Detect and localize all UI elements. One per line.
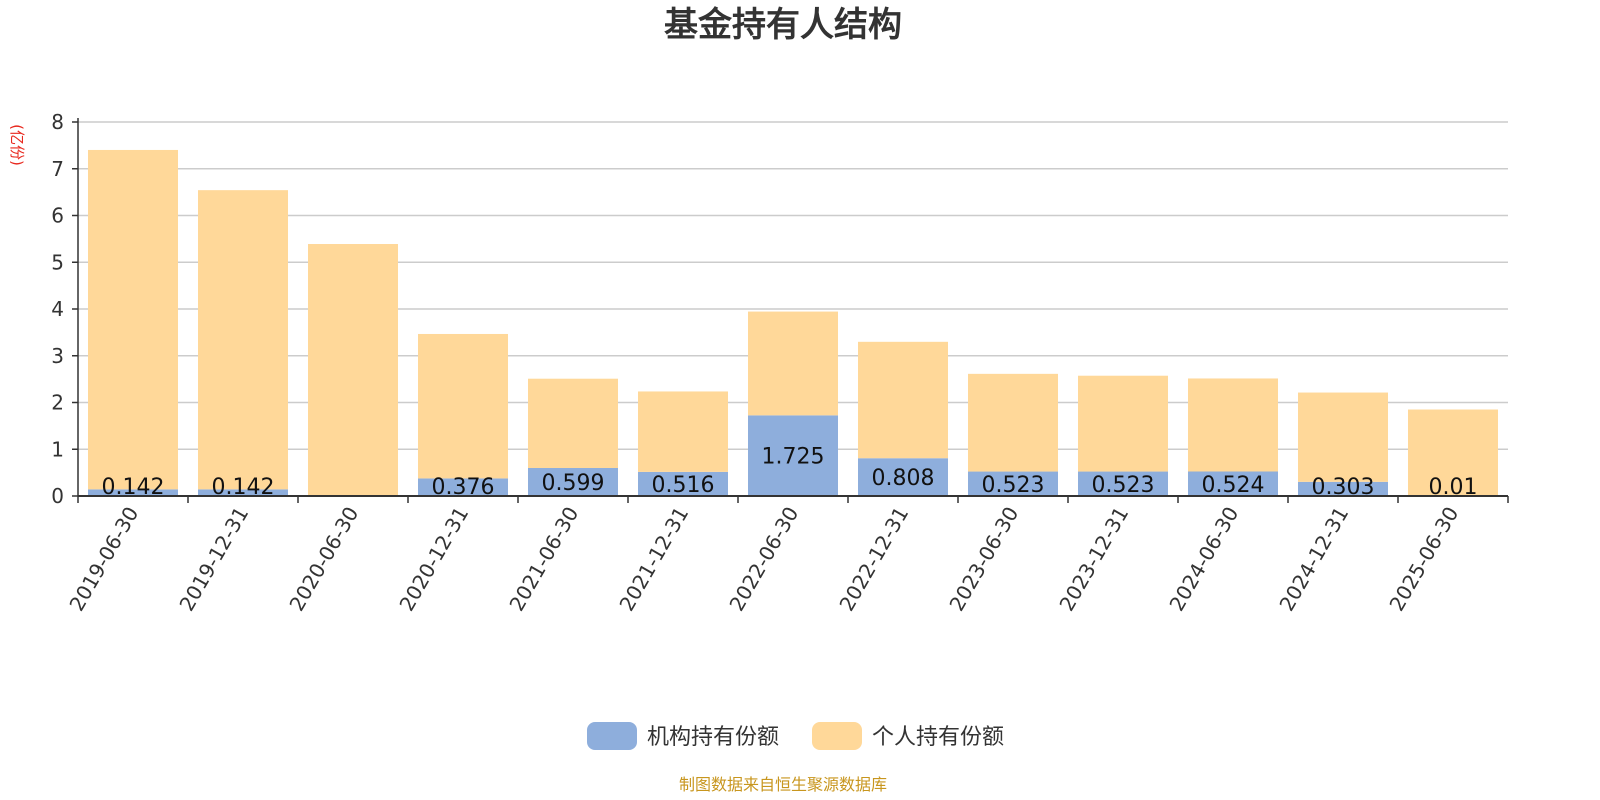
y-tick-label: 4 xyxy=(51,297,64,321)
x-tick-label: 2019-06-30 xyxy=(64,503,143,616)
bar-individual xyxy=(638,391,728,472)
bars xyxy=(88,149,1498,496)
data-source-note: 制图数据来自恒生聚源数据库 xyxy=(679,775,887,794)
bar-individual xyxy=(1078,375,1168,472)
bar-institutional xyxy=(88,489,178,496)
bar-individual xyxy=(968,373,1058,472)
y-tick-label: 0 xyxy=(51,484,64,508)
data-label: 0.523 xyxy=(1092,473,1155,498)
x-tick-label: 2022-06-30 xyxy=(724,503,803,616)
y-tick-label: 8 xyxy=(51,110,64,134)
bar-institutional xyxy=(858,458,948,496)
bar-institutional xyxy=(528,467,618,496)
data-labels: 0.142 0.142 0.376 0.599 0.516 1.725 0.808 0.523… xyxy=(102,445,1478,500)
legend-label: 机构持有份额 xyxy=(647,725,779,750)
x-tick-labels: 2019-06-30 2019-12-31 2020-06-30 2020-12-31… xyxy=(64,503,1463,616)
x-tick-label: 2024-12-31 xyxy=(1274,503,1353,616)
data-label: 0.142 xyxy=(212,475,275,500)
data-label: 0.516 xyxy=(652,473,715,498)
bar-individual xyxy=(1408,409,1498,496)
legend-swatch xyxy=(812,722,862,750)
x-tick-label: 2020-06-30 xyxy=(284,503,363,616)
y-tick-label: 7 xyxy=(51,157,64,181)
bar-individual xyxy=(308,244,398,496)
x-tick-label: 2024-06-30 xyxy=(1164,503,1243,616)
legend: 机构持有份额 个人持有份额 xyxy=(587,722,1004,750)
y-tick-label: 3 xyxy=(51,344,64,368)
data-label: 0.303 xyxy=(1312,475,1375,500)
x-tick-label: 2023-12-31 xyxy=(1054,503,1133,616)
data-label: 0.599 xyxy=(542,471,605,496)
y-tick-label: 5 xyxy=(51,250,64,274)
bar-individual xyxy=(418,333,508,479)
legend-swatch xyxy=(587,722,637,750)
chart-title: 基金持有人结构 xyxy=(664,5,902,45)
x-tick-label: 2023-06-30 xyxy=(944,503,1023,616)
x-tick-label: 2021-12-31 xyxy=(614,503,693,616)
x-tick-label: 2025-06-30 xyxy=(1384,503,1463,616)
x-tick-label: 2020-12-31 xyxy=(394,503,473,616)
y-tick-label: 2 xyxy=(51,391,64,415)
bar-individual xyxy=(858,341,948,459)
bar-institutional xyxy=(968,471,1058,496)
bar-institutional xyxy=(1188,471,1278,496)
data-label: 0.523 xyxy=(982,473,1045,498)
y-axis-unit-label: (亿份) xyxy=(8,124,26,166)
data-label: 0.808 xyxy=(872,466,935,491)
axes xyxy=(72,118,1509,503)
bar-individual xyxy=(198,190,288,490)
x-tick-label: 2022-12-31 xyxy=(834,503,913,616)
bar-individual xyxy=(748,311,838,416)
y-tick-labels: 0 1 2 3 4 5 6 7 8 xyxy=(51,110,64,508)
y-tick-label: 1 xyxy=(51,437,64,461)
bar-institutional xyxy=(198,489,288,496)
bar-institutional xyxy=(1298,481,1388,496)
legend-label: 个人持有份额 xyxy=(872,725,1004,750)
bar-institutional xyxy=(748,415,838,496)
x-tick-label: 2021-06-30 xyxy=(504,503,583,616)
data-label: 0.142 xyxy=(102,475,165,500)
data-label: 0.524 xyxy=(1202,473,1265,498)
bar-individual xyxy=(88,149,178,490)
bar-individual xyxy=(528,378,618,468)
data-label: 1.725 xyxy=(762,445,825,470)
x-tick-label: 2019-12-31 xyxy=(174,503,253,616)
bar-institutional xyxy=(1078,471,1168,496)
bar-individual xyxy=(1298,392,1388,482)
bar-individual xyxy=(1188,378,1278,472)
bar-institutional xyxy=(418,478,508,496)
data-label: 0.376 xyxy=(432,475,495,500)
y-tick-label: 6 xyxy=(51,204,64,228)
data-label: 0.01 xyxy=(1429,475,1478,500)
bar-institutional xyxy=(638,471,728,496)
